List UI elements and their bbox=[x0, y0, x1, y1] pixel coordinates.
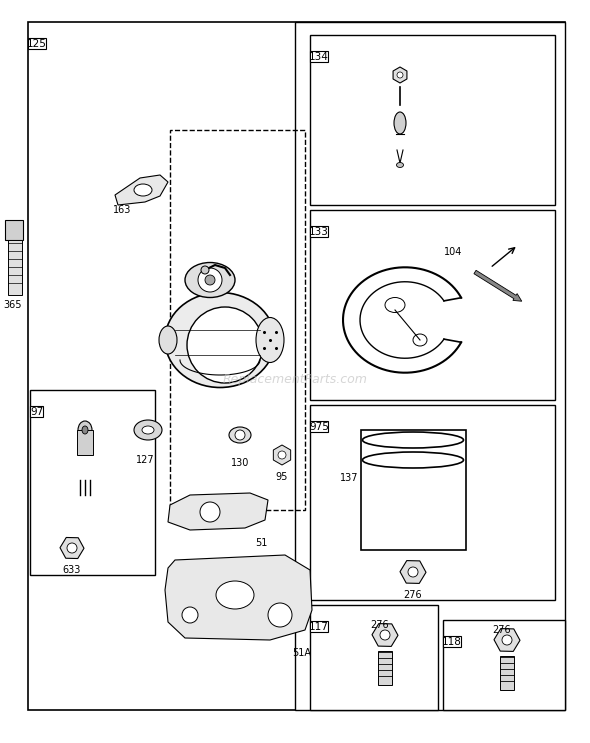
Bar bbox=[310, 421, 328, 432]
Bar bbox=[500, 656, 514, 690]
Text: 130: 130 bbox=[231, 458, 249, 468]
Bar bbox=[310, 405, 555, 600]
Text: 117: 117 bbox=[309, 622, 329, 632]
Ellipse shape bbox=[362, 452, 464, 468]
Text: 97: 97 bbox=[30, 406, 43, 417]
Circle shape bbox=[205, 275, 215, 285]
Bar bbox=[310, 226, 328, 237]
Ellipse shape bbox=[185, 262, 235, 297]
Bar bbox=[310, 605, 438, 710]
Bar bbox=[443, 636, 461, 647]
Circle shape bbox=[182, 607, 198, 623]
Bar bbox=[77, 430, 93, 455]
Text: 51: 51 bbox=[255, 538, 267, 548]
Ellipse shape bbox=[165, 293, 275, 388]
Text: 51A: 51A bbox=[292, 648, 311, 658]
Bar bbox=[310, 35, 555, 205]
Ellipse shape bbox=[134, 420, 162, 440]
Text: 95: 95 bbox=[276, 472, 288, 482]
Ellipse shape bbox=[142, 426, 154, 434]
Bar bbox=[443, 620, 565, 710]
Bar bbox=[295, 22, 565, 710]
Text: 276: 276 bbox=[370, 620, 389, 630]
Polygon shape bbox=[165, 555, 312, 640]
Circle shape bbox=[408, 567, 418, 577]
Bar bbox=[8, 240, 22, 295]
Circle shape bbox=[278, 451, 286, 459]
Ellipse shape bbox=[229, 427, 251, 443]
Circle shape bbox=[187, 307, 263, 383]
Bar bbox=[310, 621, 328, 632]
Ellipse shape bbox=[396, 163, 404, 167]
Circle shape bbox=[67, 543, 77, 553]
Polygon shape bbox=[168, 493, 268, 530]
Text: 633: 633 bbox=[63, 565, 81, 575]
Text: 975: 975 bbox=[309, 421, 329, 432]
Polygon shape bbox=[115, 175, 168, 205]
Text: 133: 133 bbox=[309, 227, 329, 236]
Bar bbox=[28, 38, 46, 49]
Ellipse shape bbox=[394, 112, 406, 134]
Bar bbox=[378, 651, 392, 685]
Ellipse shape bbox=[159, 326, 177, 354]
Text: 118: 118 bbox=[442, 637, 462, 646]
Ellipse shape bbox=[82, 426, 88, 434]
Bar bbox=[5, 220, 23, 240]
Bar bbox=[361, 430, 466, 550]
Text: 134: 134 bbox=[309, 51, 329, 62]
Circle shape bbox=[235, 430, 245, 440]
Circle shape bbox=[268, 603, 292, 627]
Ellipse shape bbox=[134, 184, 152, 196]
Ellipse shape bbox=[78, 421, 92, 439]
Bar bbox=[30, 406, 43, 418]
Ellipse shape bbox=[362, 432, 464, 448]
Text: 104: 104 bbox=[444, 247, 462, 257]
Circle shape bbox=[380, 630, 390, 640]
Text: 276: 276 bbox=[492, 625, 510, 635]
Text: ReplacementParts.com: ReplacementParts.com bbox=[222, 374, 368, 386]
Text: 125: 125 bbox=[27, 39, 47, 48]
Circle shape bbox=[201, 266, 209, 274]
Text: 163: 163 bbox=[113, 205, 132, 215]
Text: 276: 276 bbox=[404, 590, 422, 600]
Bar bbox=[170, 130, 305, 510]
Ellipse shape bbox=[216, 581, 254, 609]
Circle shape bbox=[502, 635, 512, 645]
Text: 137: 137 bbox=[340, 473, 359, 483]
Circle shape bbox=[200, 502, 220, 522]
Text: 127: 127 bbox=[136, 455, 155, 465]
FancyArrow shape bbox=[474, 270, 522, 301]
Ellipse shape bbox=[256, 317, 284, 363]
Circle shape bbox=[397, 72, 403, 78]
Text: 365: 365 bbox=[4, 300, 22, 310]
Bar bbox=[310, 51, 328, 62]
Bar bbox=[30, 390, 155, 575]
Circle shape bbox=[198, 268, 222, 292]
Bar bbox=[310, 210, 555, 400]
